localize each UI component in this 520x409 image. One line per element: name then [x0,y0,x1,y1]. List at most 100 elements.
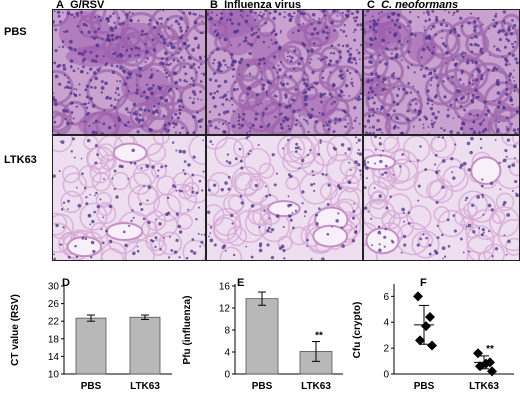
nucleus [61,11,64,14]
nucleus [459,104,463,108]
alveolar-wall [188,136,205,166]
nucleus [292,226,295,230]
nucleus [250,204,255,208]
nucleus [58,63,62,67]
nucleus [229,18,232,22]
nucleus [472,83,474,85]
nucleus [54,102,58,107]
nucleus [99,66,102,70]
panel-b-heading: B Influenza virus [210,0,301,11]
nucleus [409,103,412,106]
nucleus [113,187,116,191]
nucleus [114,91,117,94]
nucleus [382,81,385,84]
nucleus [501,55,504,58]
nucleus [259,11,262,14]
nucleus [310,183,314,187]
nucleus [360,28,362,31]
nucleus [312,18,315,21]
micrograph-c-pbs [363,9,520,135]
nucleus [433,95,437,99]
nucleus [173,250,178,254]
nucleus [350,61,354,64]
nucleus [471,203,475,208]
nucleus [373,111,376,114]
nucleus [145,83,149,86]
nucleus [295,119,299,122]
nucleus [310,108,314,111]
y-tick-label: 10 [48,370,60,381]
nucleus [409,32,414,36]
nucleus [511,53,515,57]
alveolar-wall [78,164,102,189]
nucleus [312,182,316,185]
nucleus [131,12,134,15]
chart-e: E Pfu (influenza) 0 4 8 12 16 PBS ** LTK63 [178,274,353,404]
nucleus [336,15,339,17]
nucleus [381,173,384,176]
nucleus [69,91,73,95]
nucleus [246,87,250,91]
nucleus [341,11,344,14]
nucleus [117,99,120,102]
nucleus [279,112,282,116]
nucleus [477,131,482,134]
nucleus [178,47,182,51]
nucleus [189,96,192,99]
nucleus [302,12,306,16]
nucleus [241,99,244,102]
nucleus [148,18,152,22]
nucleus [321,70,325,73]
nucleus [387,15,391,19]
nucleus [407,81,411,85]
nucleus [283,11,286,14]
nucleus [128,54,132,58]
alveolar-wall [442,165,469,192]
nucleus [380,105,384,109]
nucleus [367,91,370,94]
nucleus [59,140,62,143]
nucleus [121,21,125,25]
nucleus [114,98,117,101]
alveolar-wall [207,179,220,197]
alveolar-wall [445,20,487,63]
nucleus [295,150,298,153]
nucleus [91,219,95,224]
nucleus [178,111,182,115]
nucleus [209,232,212,234]
nucleus [426,89,430,93]
nucleus [385,206,389,210]
nucleus [424,36,429,40]
nucleus [282,249,286,253]
nucleus [303,95,307,98]
nucleus [415,102,418,106]
nucleus [89,96,94,101]
nucleus [232,75,235,78]
nucleus [115,195,119,199]
panel-b-letter: B [210,0,218,11]
nucleus [452,176,456,180]
nucleus [69,39,73,44]
nucleus [414,97,417,100]
nucleus [249,149,252,152]
nucleus [200,15,203,17]
nucleus [368,109,371,112]
nucleus [274,115,277,119]
nucleus [149,75,153,80]
nucleus [213,183,217,187]
nucleus [193,97,196,100]
nucleus [240,14,242,16]
nucleus [473,114,475,117]
nucleus [507,52,511,55]
micrograph-a-ltk63 [52,135,206,261]
nucleus [462,122,466,126]
nucleus [138,66,142,71]
nucleus [183,79,187,83]
nucleus [155,21,159,25]
nucleus [108,204,113,209]
nucleus [309,61,312,64]
nucleus [345,34,348,38]
nucleus [92,71,97,75]
nucleus [515,192,517,195]
nucleus [288,55,291,58]
